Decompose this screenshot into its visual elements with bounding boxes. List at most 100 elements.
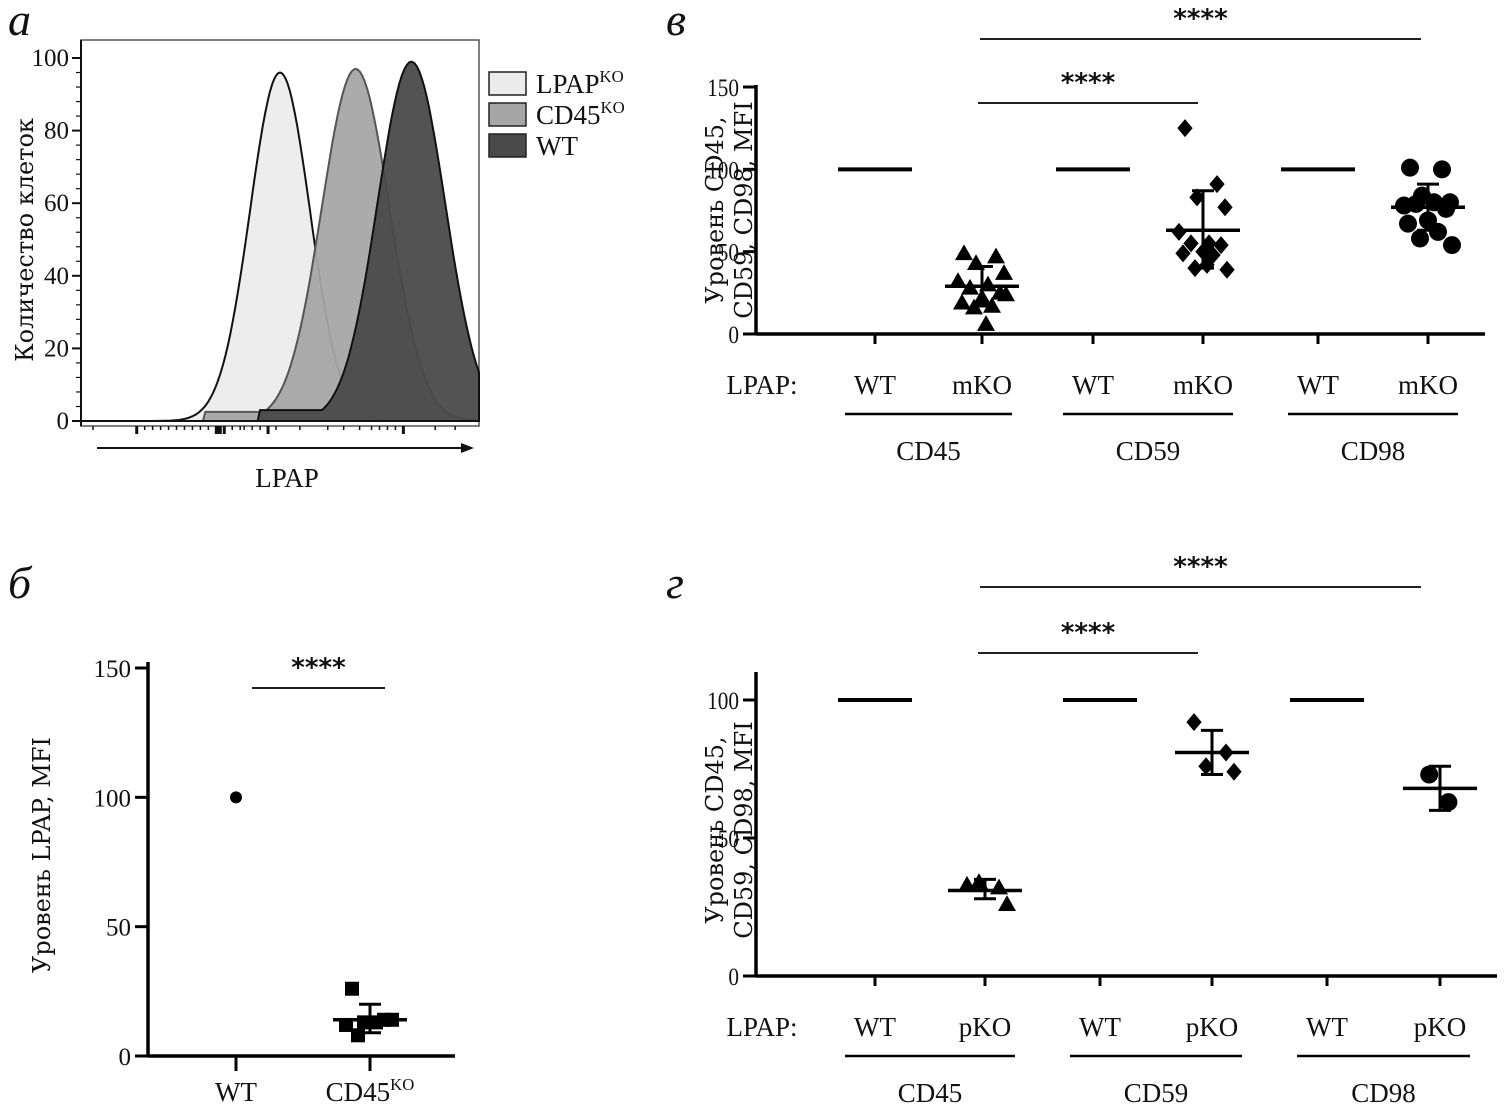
y-tick-label: 50 [718, 825, 739, 853]
x-category-label: pKO [1186, 1012, 1239, 1042]
data-point [1183, 234, 1199, 253]
data-point [1429, 222, 1447, 241]
y-tick-label: 100 [94, 785, 132, 812]
significance-stars: **** [1061, 68, 1116, 98]
significance-stars: **** [1061, 618, 1116, 648]
x-category-label: WT [854, 1012, 896, 1042]
y-axis-title: Уровень LPAP, MFI [28, 737, 56, 973]
y-tick-label: 20 [44, 335, 69, 362]
data-point [1411, 229, 1429, 248]
y-tick-label: 100 [32, 45, 70, 72]
group-label: CD45 [896, 436, 961, 466]
data-point [351, 1028, 365, 1043]
panel-letter-g: г [666, 557, 684, 608]
data-point [998, 895, 1016, 911]
y-axis-title: Уровень CD45, [701, 736, 729, 923]
x-category-label: mKO [952, 370, 1012, 400]
group-label: CD45 [898, 1078, 963, 1108]
significance-stars: **** [1173, 552, 1228, 582]
data-point [953, 293, 971, 310]
y-tick-label: 60 [44, 190, 69, 217]
x-axis-arrowhead [461, 443, 474, 453]
pko-mfi-panel: 0 50 100 **** **** Уровень CD45, CD59, CD98, M… [701, 552, 1497, 1108]
series-5 [1403, 764, 1477, 812]
y-axis-title: Уровень CD45, [701, 116, 729, 303]
legend-label-main: LPAP [536, 69, 600, 99]
group-label: CD98 [1341, 436, 1406, 466]
data-point [1217, 198, 1233, 217]
x-category-label: WT [215, 1077, 257, 1107]
y-tick-label: 150 [707, 74, 739, 102]
y-axis-title: CD59, CD98, MFI [730, 721, 758, 939]
x-category-label: WT [1297, 370, 1339, 400]
data-point [977, 315, 995, 331]
data-point [1433, 160, 1451, 179]
data-point [1399, 214, 1417, 233]
data-point [1189, 188, 1205, 207]
mko-mfi-panel: 0 50 100 150 **** **** Уровень CD45, CD59, CD98… [701, 4, 1485, 466]
y-tick-label: 0 [728, 963, 739, 991]
x-category-label: WT [1079, 1012, 1121, 1042]
x-category-label: mKO [1173, 370, 1233, 400]
data-point [1175, 244, 1191, 263]
y-tick-label: 50 [106, 915, 131, 942]
x-category-label-sup: KO [390, 1075, 414, 1094]
data-point [345, 981, 359, 996]
x-category-label-main: WT [215, 1077, 257, 1107]
y-tick-label: 40 [44, 263, 69, 290]
x-category-label: WT [854, 370, 896, 400]
data-point [1439, 793, 1458, 812]
series-5 [1391, 158, 1465, 255]
y-tick-label: 100 [707, 687, 739, 715]
x-category-label: WT [1072, 370, 1114, 400]
y-tick-label: 80 [44, 118, 69, 145]
y-axis-title: Количество клеток [11, 118, 39, 362]
data-point [1213, 236, 1229, 255]
data-point [997, 285, 1015, 302]
x-category-label: WT [1306, 1012, 1348, 1042]
data-point [1177, 119, 1193, 138]
data-point [955, 244, 973, 261]
row-label: LPAP: [726, 370, 797, 400]
panel-letter-b: б [8, 557, 33, 608]
y-tick-label: 0 [119, 1044, 132, 1071]
x-category-label: mKO [1398, 370, 1458, 400]
legend-label-main: CD45 [536, 100, 601, 130]
legend-label-sup: KO [601, 98, 625, 117]
x-axis-title: LPAP [255, 463, 319, 493]
group-label: CD59 [1116, 436, 1181, 466]
data-point [230, 791, 242, 804]
y-tick-label: 0 [728, 321, 739, 349]
data-point [1420, 765, 1439, 784]
legend-swatch [488, 133, 527, 158]
x-category-label: pKO [959, 1012, 1012, 1042]
legend-swatch [488, 102, 527, 127]
legend-label: LPAPKO [536, 67, 624, 99]
series-1 [333, 981, 407, 1043]
legend-label: WT [536, 131, 578, 161]
significance-stars: **** [291, 653, 346, 683]
data-point [949, 272, 967, 289]
lpap-mfi-panel: 0 50 100 150 **** Уровень LPAP, MFI WT CD45KO [28, 653, 455, 1107]
data-point [1407, 194, 1425, 213]
data-point [1401, 158, 1419, 177]
group-label: CD98 [1351, 1078, 1416, 1108]
data-point [1198, 757, 1214, 776]
significance-stars: **** [1173, 4, 1228, 34]
data-point [1219, 260, 1235, 279]
y-axis-title: CD59, CD98, MFI [730, 101, 758, 319]
y-tick-label: 0 [57, 408, 70, 435]
legend-label: CD45KO [536, 98, 625, 130]
y-tick-label: 100 [707, 157, 739, 185]
y-tick-label: 50 [718, 239, 739, 267]
data-point [1186, 713, 1202, 732]
group-label: CD59 [1124, 1078, 1189, 1108]
series-1 [945, 244, 1019, 331]
row-label: LPAP: [726, 1012, 797, 1042]
y-tick-label: 150 [94, 656, 132, 683]
series-1 [948, 873, 1022, 911]
data-point [1209, 175, 1225, 194]
